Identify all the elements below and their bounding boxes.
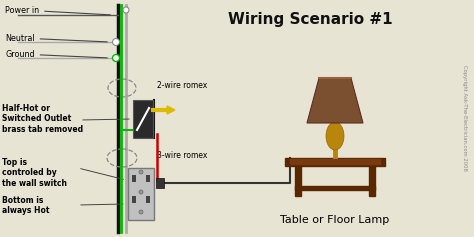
Text: Top is
controled by
the wall switch: Top is controled by the wall switch (2, 158, 67, 188)
Circle shape (139, 170, 143, 174)
Bar (132, 175, 136, 182)
Text: 3-wire romex: 3-wire romex (157, 150, 207, 160)
Circle shape (112, 38, 119, 46)
Polygon shape (285, 158, 385, 166)
Bar (133, 100, 153, 138)
Polygon shape (369, 166, 375, 196)
Text: Bottom is
always Hot: Bottom is always Hot (2, 196, 49, 215)
Text: Neutral: Neutral (5, 33, 107, 42)
Bar (132, 196, 136, 203)
Circle shape (139, 210, 143, 214)
Text: Table or Floor Lamp: Table or Floor Lamp (281, 215, 390, 225)
Polygon shape (295, 166, 301, 196)
Text: Half-Hot or
Switched Outlet
brass tab removed: Half-Hot or Switched Outlet brass tab re… (2, 104, 83, 134)
Text: Ground: Ground (5, 50, 107, 59)
Text: Copyright Ask-The-Electrician.com 2008: Copyright Ask-The-Electrician.com 2008 (463, 65, 467, 171)
Circle shape (112, 55, 119, 61)
Bar (146, 196, 150, 203)
Polygon shape (290, 159, 380, 164)
Circle shape (123, 7, 129, 13)
Bar (128, 168, 154, 220)
Bar (156, 178, 164, 188)
Polygon shape (295, 186, 375, 190)
Circle shape (139, 190, 143, 194)
Text: Power in: Power in (5, 5, 110, 15)
Polygon shape (307, 78, 363, 123)
Bar (146, 175, 150, 182)
Polygon shape (167, 106, 175, 114)
Text: 2-wire romex: 2-wire romex (157, 81, 207, 90)
Text: Wiring Scenario #1: Wiring Scenario #1 (228, 12, 392, 27)
Ellipse shape (326, 122, 344, 150)
